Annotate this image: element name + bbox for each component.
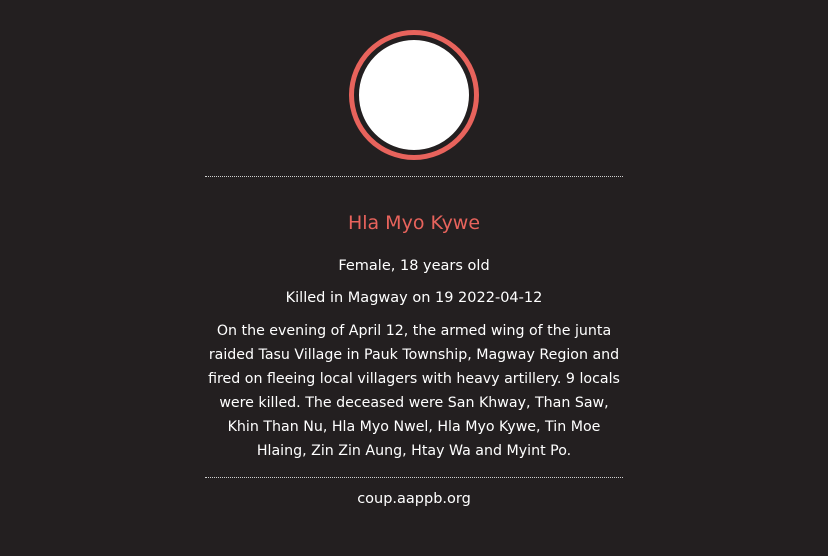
gender-age: Female, 18 years old bbox=[338, 258, 490, 274]
killed-info: Killed in Magway on 19 2022-04-12 bbox=[285, 290, 543, 306]
victim-name: Hla Myo Kywe bbox=[347, 212, 481, 234]
story-text: On the evening of April 12, the armed wi… bbox=[208, 323, 620, 459]
source-link[interactable]: coup.aappb.org bbox=[357, 491, 471, 507]
divider-top bbox=[205, 176, 623, 177]
avatar bbox=[354, 35, 474, 155]
divider-bottom bbox=[205, 477, 623, 478]
victim-card: Hla Myo Kywe Female, 18 years old Killed… bbox=[205, 0, 623, 556]
